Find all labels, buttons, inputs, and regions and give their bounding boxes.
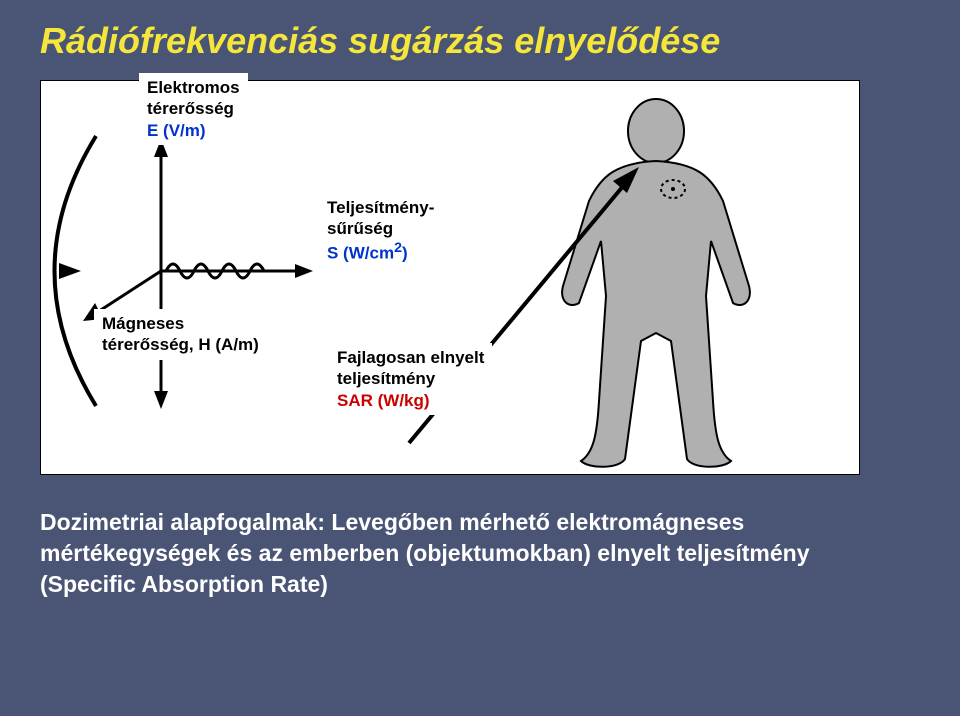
slide-title: Rádiófrekvenciás sugárzás elnyelődése (40, 20, 920, 62)
label-h-line1: Mágneses (102, 314, 184, 333)
e-axis-arrow-down (154, 391, 168, 409)
caption: Dozimetriai alapfogalmak: Levegőben mérh… (40, 507, 920, 600)
label-s-line1: Teljesítmény- (327, 198, 434, 217)
caption-line-2: mértékegységek és az emberben (objektumo… (40, 540, 810, 566)
caption-line-3: (Specific Absorption Rate) (40, 571, 328, 597)
label-e-line1: Elektromos (147, 78, 240, 97)
label-e-line2: térerősség (147, 99, 234, 118)
slide: Rádiófrekvenciás sugárzás elnyelődése (0, 0, 960, 716)
label-sar-unit: SAR (W/kg) (337, 390, 484, 411)
label-sar: Fajlagosan elnyelt teljesítmény SAR (W/k… (329, 343, 492, 415)
label-h-line2: térerősség, H (A/m) (102, 335, 259, 354)
label-sar-line2: teljesítmény (337, 369, 435, 388)
label-h: Mágneses térerősség, H (A/m) (94, 309, 267, 360)
label-s-unit: S (W/cm2) (327, 240, 434, 264)
antenna-feed-icon (59, 263, 81, 279)
label-e-unit: E (V/m) (147, 120, 240, 141)
s-axis-arrow (295, 264, 313, 278)
human-body-icon (562, 99, 750, 467)
caption-line-1: Dozimetriai alapfogalmak: Levegőben mérh… (40, 509, 744, 535)
label-e: Elektromos térerősség E (V/m) (139, 73, 248, 145)
diagram-container: Elektromos térerősség E (V/m) Teljesítmé… (40, 80, 860, 475)
label-s: Teljesítmény- sűrűség S (W/cm2) (319, 193, 442, 267)
label-sar-line1: Fajlagosan elnyelt (337, 348, 484, 367)
label-s-line2: sűrűség (327, 219, 393, 238)
